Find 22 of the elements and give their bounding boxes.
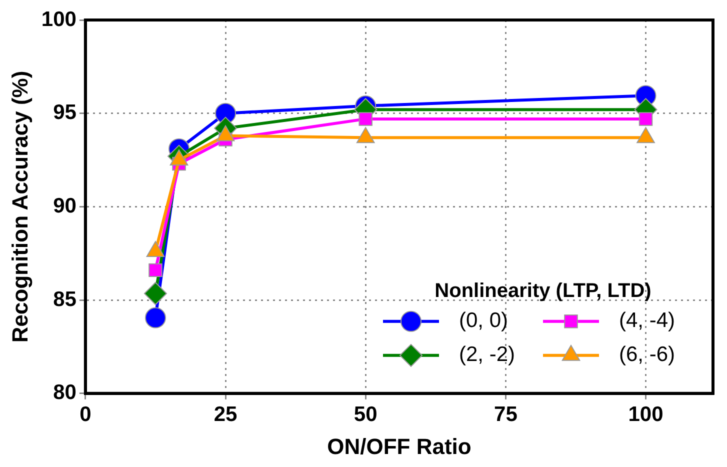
- x-tick-label: 75: [494, 402, 518, 426]
- y-tick-label: 85: [53, 288, 77, 311]
- point: [148, 263, 162, 278]
- x-tick-label: 25: [214, 402, 238, 426]
- legend-label: (4, -4): [619, 309, 676, 332]
- point: [358, 112, 372, 126]
- x-axis-title: ON/OFF Ratio: [327, 434, 472, 459]
- y-tick-label: 80: [53, 381, 76, 404]
- legend-title: Nonlinearity (LTP, LTD): [434, 280, 652, 302]
- y-tick-label: 95: [53, 101, 77, 124]
- x-tick-label: 100: [628, 402, 664, 426]
- y-tick-label: 100: [41, 8, 76, 31]
- point: [144, 282, 167, 306]
- legend-label: (2, -2): [459, 343, 516, 366]
- point: [638, 112, 653, 126]
- legend-label: (0, 0): [459, 309, 508, 332]
- y-tick-label: 90: [53, 194, 76, 218]
- x-tick-label: 50: [354, 402, 378, 426]
- x-tick-label: 0: [80, 402, 92, 426]
- point: [144, 307, 166, 328]
- y-axis-title: Recognition Accuracy (%): [7, 70, 32, 343]
- legend-label: (6, -6): [619, 343, 676, 366]
